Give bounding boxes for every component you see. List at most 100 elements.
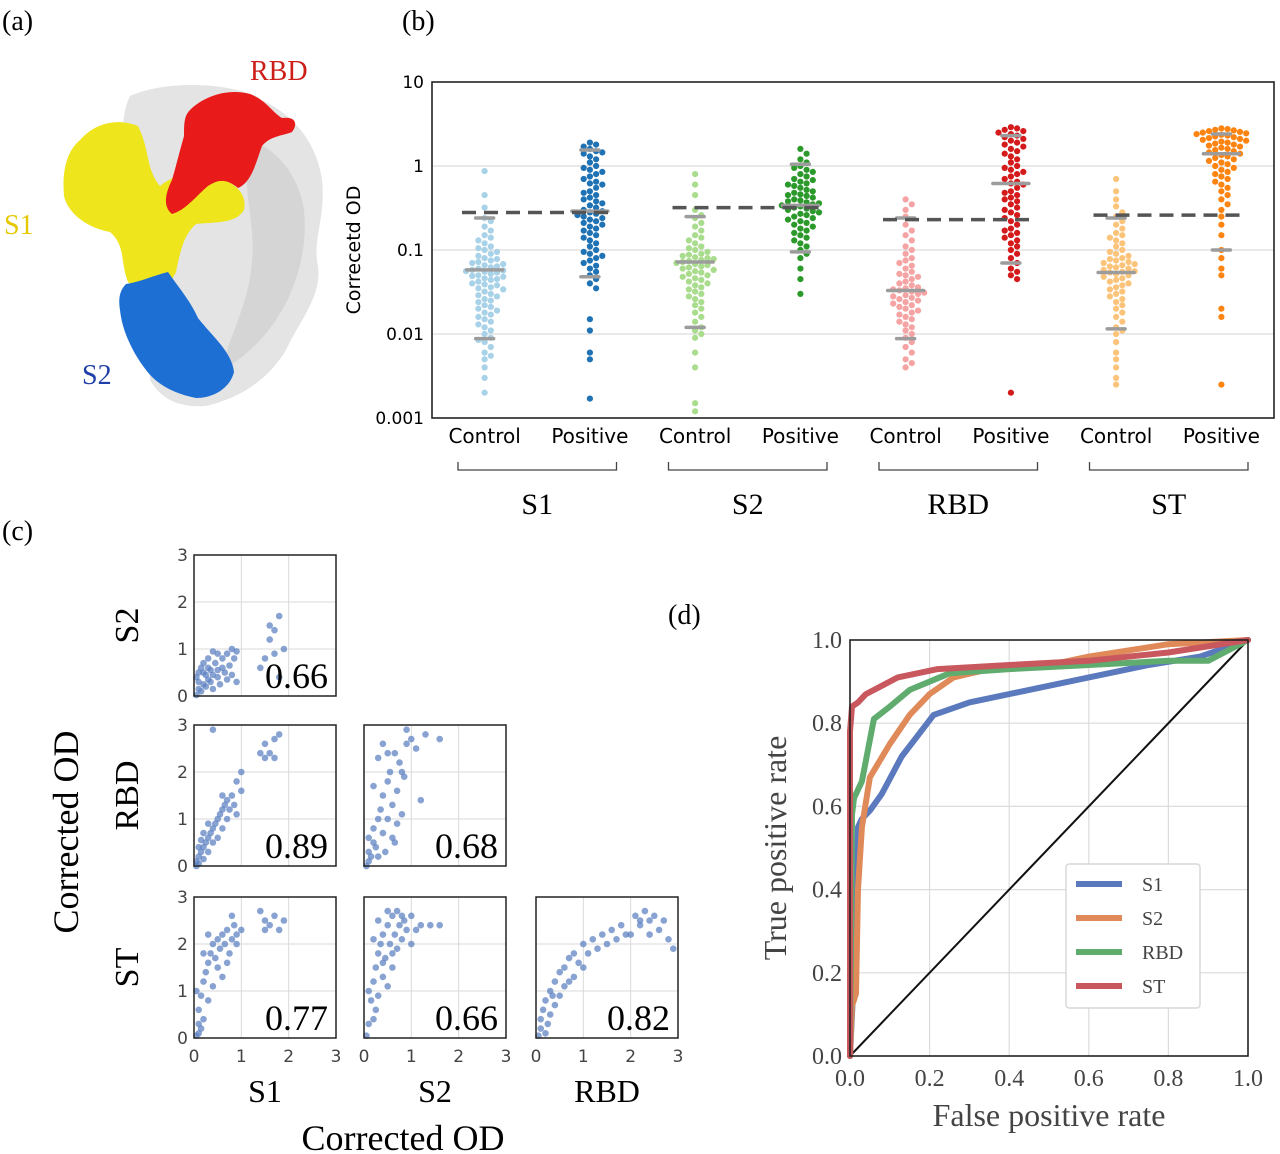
b-point: [493, 276, 501, 283]
c-point: [408, 940, 415, 948]
b-point: [1014, 250, 1021, 257]
b-point: [487, 227, 494, 234]
b-point: [481, 192, 488, 199]
b-point: [1007, 166, 1015, 173]
c-point: [275, 926, 283, 934]
b-point: [580, 234, 587, 241]
c-y-tick-label: 3: [177, 546, 188, 566]
c-point: [257, 749, 264, 757]
panel-d-label: (d): [668, 600, 701, 631]
c-point: [589, 936, 597, 943]
b-point: [914, 307, 922, 314]
b-point: [908, 294, 915, 301]
b-point: [1113, 203, 1120, 210]
s1-domain: [63, 122, 245, 290]
c-y-tick-label: 0: [177, 1029, 188, 1049]
b-point: [902, 364, 909, 371]
b-point: [803, 243, 810, 250]
c-x-axis-label: Corrected OD: [302, 1118, 505, 1154]
d-x-tick-label: 1.0: [1233, 1066, 1263, 1092]
b-point: [809, 223, 816, 230]
b-point: [698, 276, 705, 283]
b-point: [593, 171, 600, 178]
b-point: [809, 194, 816, 201]
b-point: [1224, 168, 1231, 175]
c-point: [374, 950, 382, 957]
b-point: [797, 171, 804, 178]
b-point: [1007, 145, 1015, 152]
b-point: [586, 257, 594, 264]
b-point: [1224, 184, 1231, 191]
d-legend-label: ST: [1142, 976, 1165, 998]
c-point: [561, 964, 568, 971]
b-point: [1236, 143, 1244, 150]
b-point: [902, 232, 909, 239]
c-point: [238, 768, 245, 776]
c-point: [396, 759, 403, 766]
b-point: [692, 408, 699, 415]
c-row-label: S2: [109, 608, 146, 644]
b-point: [469, 259, 476, 267]
c-point: [379, 973, 387, 981]
b-point: [791, 189, 798, 196]
b-point: [902, 196, 909, 203]
c-column-label: RBD: [574, 1073, 640, 1109]
b-point: [1236, 135, 1244, 142]
b-point: [704, 280, 711, 287]
b-x-category-label: Control: [869, 424, 941, 448]
b-point: [1001, 164, 1008, 171]
c-point: [207, 678, 214, 686]
b-point: [586, 139, 594, 146]
b-point: [797, 218, 804, 225]
b-point: [1218, 232, 1225, 239]
b-point: [698, 284, 705, 291]
c-point: [377, 940, 384, 948]
c-point: [209, 648, 217, 655]
c-point: [219, 825, 226, 832]
c-correlation-value: 0.82: [607, 998, 670, 1038]
b-point: [797, 255, 804, 262]
c-point: [570, 973, 578, 981]
c-point: [389, 912, 396, 920]
c-point: [233, 940, 240, 948]
b-point: [1007, 255, 1015, 262]
b-point: [487, 303, 494, 310]
c-y-tick-label: 0: [177, 687, 188, 707]
b-point: [1001, 227, 1008, 234]
b-point: [692, 349, 699, 356]
b-point: [698, 330, 705, 338]
b-point: [1113, 364, 1120, 371]
b-point: [1119, 240, 1126, 247]
b-point: [1218, 188, 1225, 195]
b-point: [475, 292, 482, 299]
b-point: [1007, 209, 1015, 216]
b-point: [698, 227, 705, 234]
c-point: [370, 936, 377, 943]
c-point: [584, 950, 592, 957]
c-x-tick-label: 0: [189, 1047, 200, 1067]
b-point: [908, 316, 915, 323]
b-point: [475, 285, 482, 292]
b-point: [487, 270, 494, 277]
b-point: [914, 297, 922, 304]
c-point: [384, 815, 392, 823]
d-legend: S1 S2 RBD ST: [1065, 863, 1201, 1009]
b-point: [1113, 175, 1120, 183]
b-x-category-label: Positive: [551, 424, 628, 448]
b-point: [487, 311, 494, 318]
b-point: [791, 164, 798, 171]
c-point: [221, 940, 229, 948]
b-point: [1212, 154, 1219, 161]
b-point: [896, 280, 903, 287]
b-point: [1001, 196, 1008, 203]
d-legend-label: S2: [1142, 908, 1163, 930]
c-point: [200, 1015, 207, 1023]
b-point: [896, 303, 903, 310]
b-point: [1001, 126, 1008, 133]
c-point: [266, 921, 274, 929]
b-point: [475, 245, 482, 252]
c-point: [266, 622, 274, 629]
b-point: [487, 318, 494, 325]
b-point: [475, 321, 482, 328]
c-point: [613, 936, 620, 943]
